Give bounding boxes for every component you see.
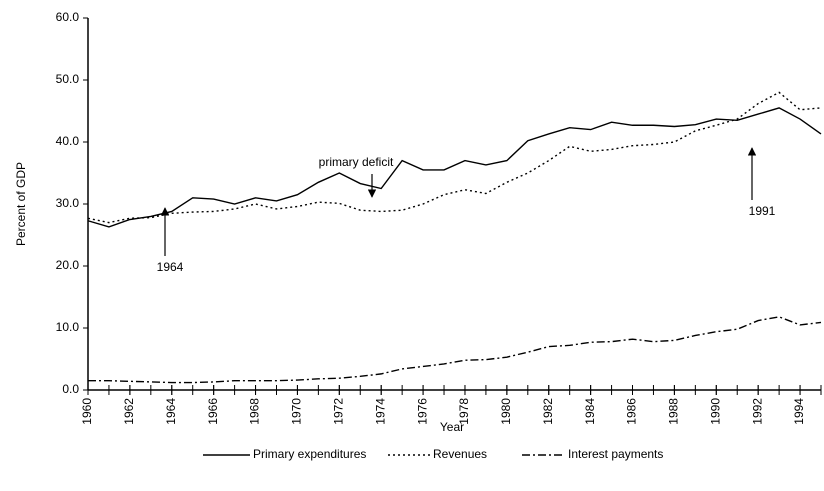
annotation: 1964 [157,260,184,274]
series-line [87,107,822,228]
x-tick-label: 1964 [164,398,178,425]
y-tick-label: 20.0 [56,258,80,272]
x-tick-label: 1960 [80,398,94,425]
x-tick-label: 1982 [541,398,555,425]
x-axis-label: Year [440,420,464,434]
series-line [88,316,822,384]
y-axis-label: Percent of GDP [14,162,28,246]
x-tick-label: 1968 [248,398,262,425]
x-tick-label: 1984 [583,398,597,425]
x-tick-label: 1988 [667,398,681,425]
legend-label: Interest payments [568,447,663,461]
y-tick-label: 50.0 [56,72,80,86]
annotation: primary deficit [319,155,394,169]
y-tick-label: 0.0 [62,382,79,396]
x-tick-label: 1978 [457,398,471,425]
x-tick-label: 1976 [415,398,429,425]
series-line [87,91,822,224]
legend-label: Revenues [433,447,487,461]
x-tick-label: 1972 [331,398,345,425]
x-tick-label: 1994 [792,398,806,425]
x-tick-label: 1962 [122,398,136,425]
annotation: 1991 [749,204,776,218]
y-tick-label: 60.0 [56,10,80,24]
x-tick-label: 1986 [625,398,639,425]
x-tick-label: 1980 [499,398,513,425]
x-tick-label: 1992 [750,398,764,425]
x-tick-label: 1966 [206,398,220,425]
y-tick-label: 10.0 [56,320,80,334]
y-tick-label: 40.0 [56,134,80,148]
x-tick-label: 1974 [373,398,387,425]
legend-label: Primary expenditures [253,447,366,461]
x-tick-label: 1970 [290,398,304,425]
y-tick-label: 30.0 [56,196,80,210]
x-tick-label: 1990 [708,398,722,425]
